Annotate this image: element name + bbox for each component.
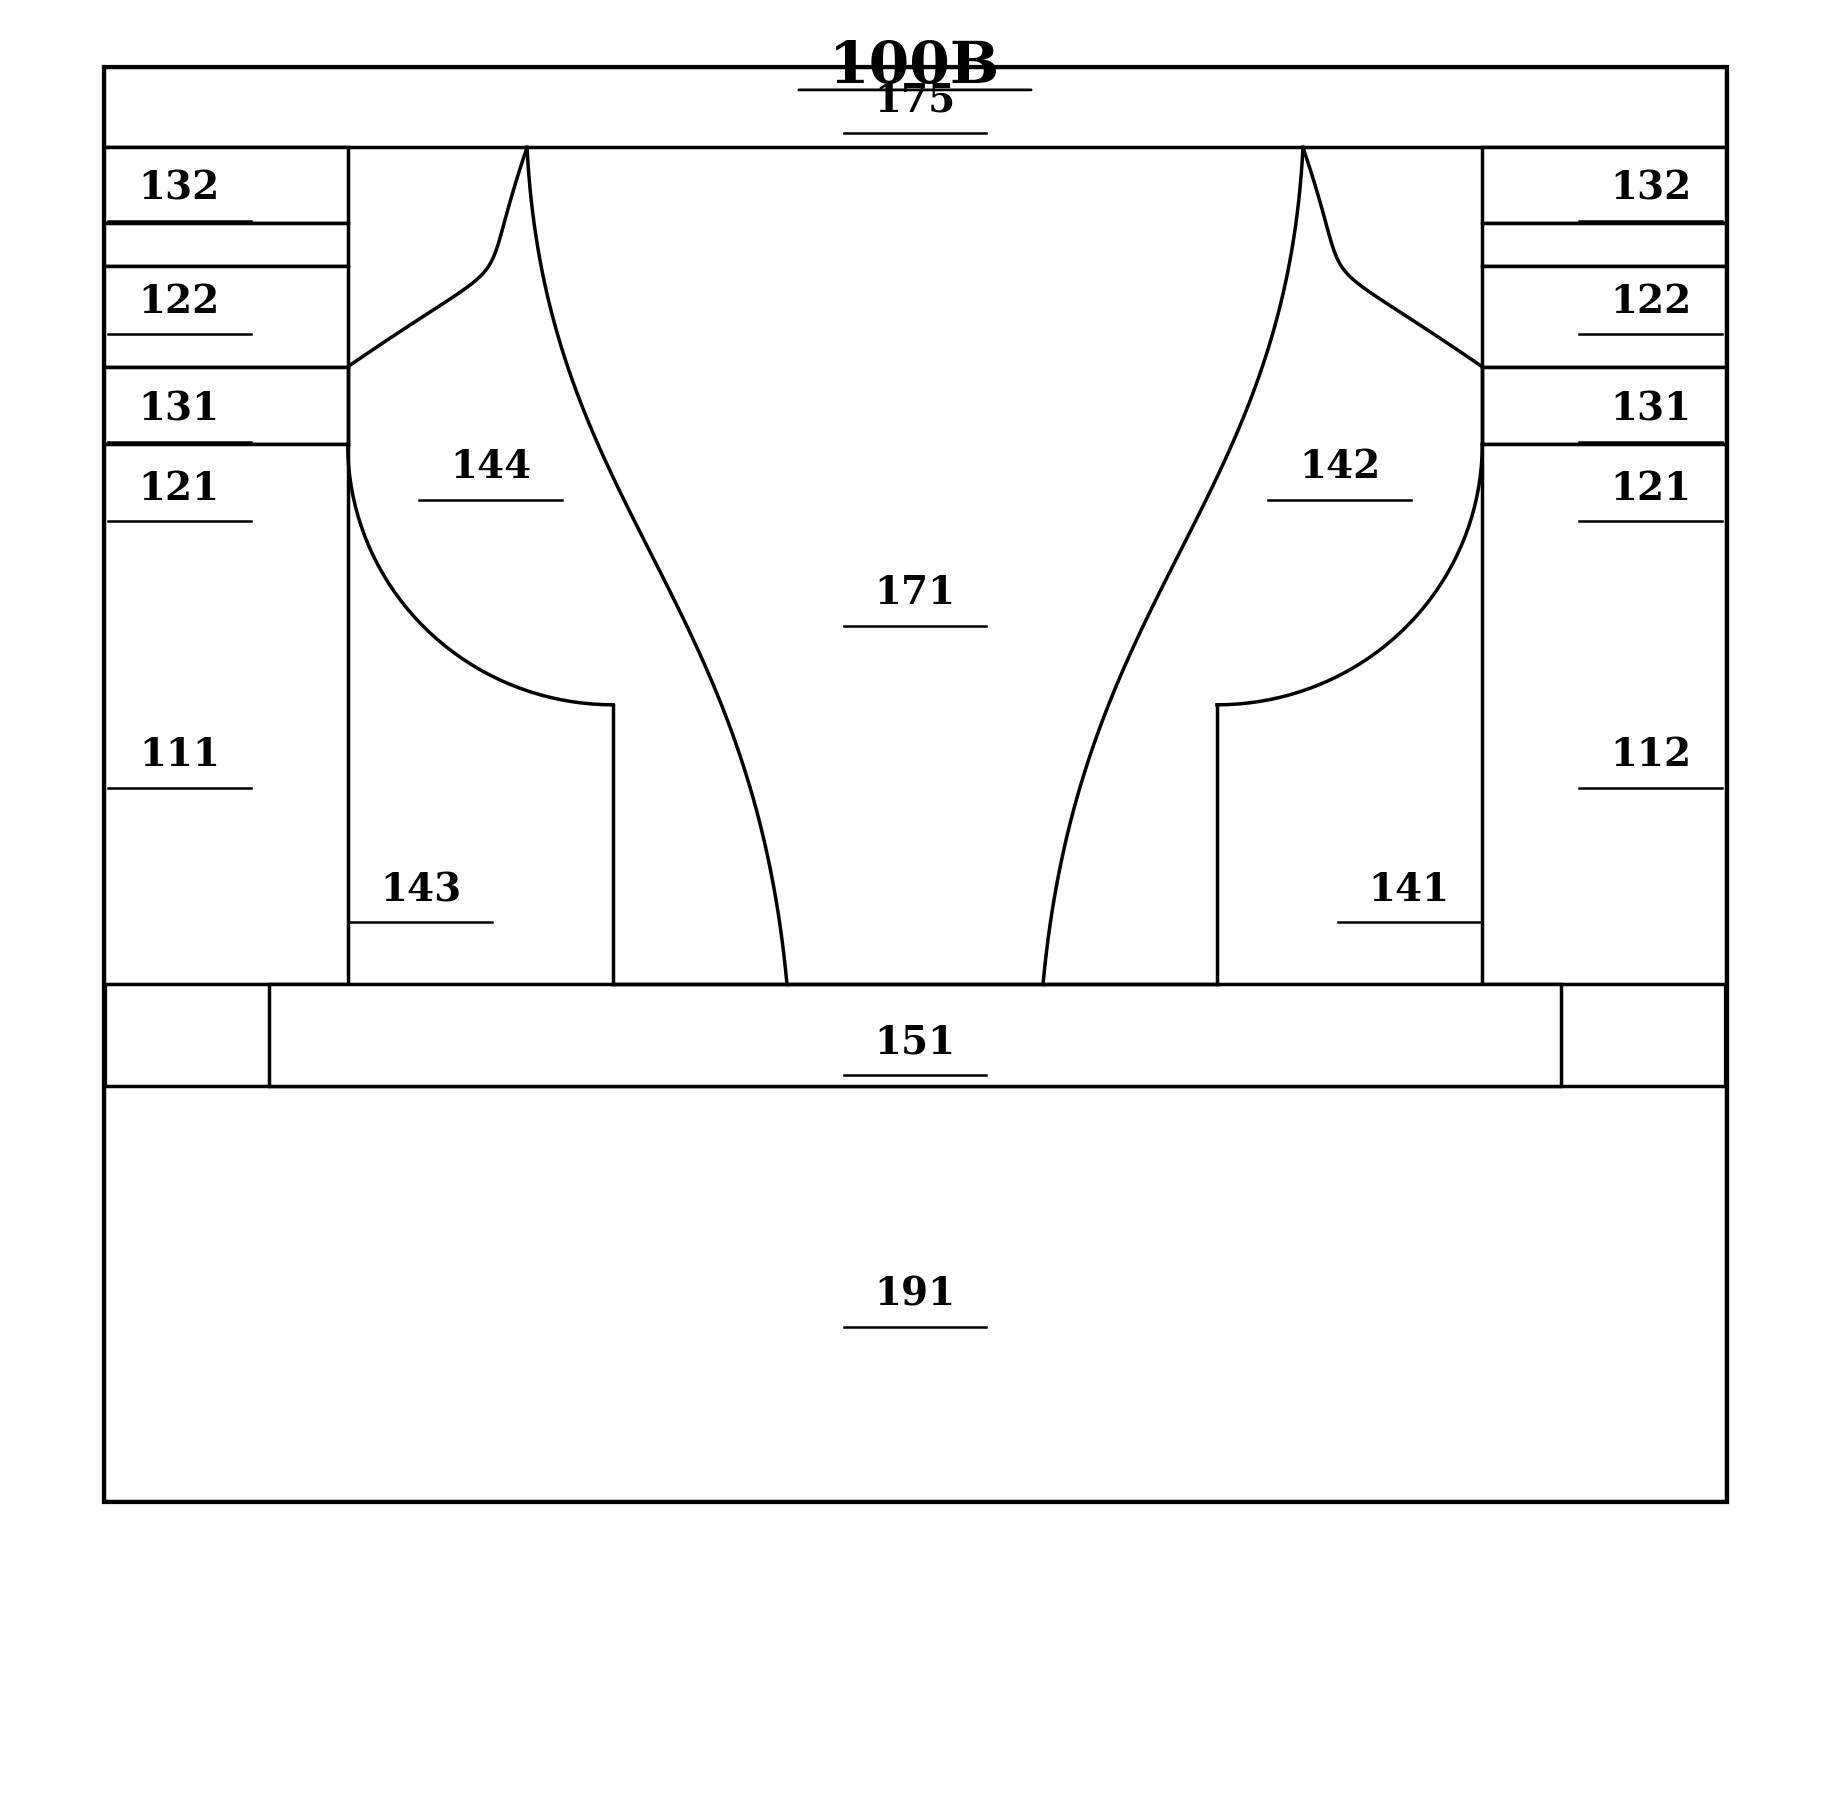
- Text: 111: 111: [139, 735, 220, 775]
- Text: 122: 122: [139, 282, 220, 322]
- Text: 112: 112: [1610, 735, 1691, 775]
- Polygon shape: [104, 1086, 1726, 1501]
- Polygon shape: [1482, 367, 1726, 444]
- Text: 121: 121: [139, 469, 220, 509]
- Text: 151: 151: [875, 1023, 955, 1063]
- Text: 132: 132: [1610, 169, 1691, 209]
- Text: 131: 131: [1610, 390, 1691, 430]
- Polygon shape: [104, 223, 348, 266]
- Polygon shape: [104, 266, 348, 367]
- Text: 175: 175: [875, 81, 955, 120]
- Text: 121: 121: [1610, 469, 1691, 509]
- Polygon shape: [1482, 147, 1726, 223]
- Polygon shape: [104, 67, 1726, 147]
- Text: 131: 131: [139, 390, 220, 430]
- Text: 191: 191: [875, 1275, 955, 1314]
- Polygon shape: [1482, 223, 1726, 266]
- Polygon shape: [104, 147, 348, 223]
- Text: 142: 142: [1299, 448, 1380, 487]
- Polygon shape: [269, 984, 1561, 1086]
- Polygon shape: [104, 444, 348, 984]
- Polygon shape: [1482, 444, 1726, 984]
- Text: 100B: 100B: [829, 38, 1001, 95]
- Text: 171: 171: [875, 574, 955, 613]
- Text: 143: 143: [381, 870, 461, 910]
- Polygon shape: [1482, 266, 1726, 367]
- Polygon shape: [104, 67, 1726, 1501]
- Polygon shape: [104, 367, 348, 444]
- Text: 144: 144: [450, 448, 531, 487]
- Text: 122: 122: [1610, 282, 1691, 322]
- Text: 141: 141: [1369, 870, 1449, 910]
- Text: 132: 132: [139, 169, 220, 209]
